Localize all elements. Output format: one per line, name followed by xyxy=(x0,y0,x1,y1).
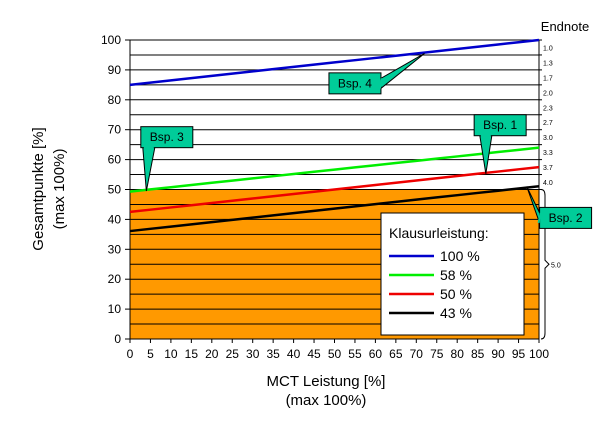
x-tick-label: 95 xyxy=(512,347,526,361)
legend-label-0: 100 % xyxy=(440,248,480,264)
grade-label: 2.7 xyxy=(543,120,553,127)
y-tick-label: 10 xyxy=(108,302,122,316)
x-tick-label: 90 xyxy=(491,347,505,361)
y-tick-label: 90 xyxy=(108,63,122,77)
legend-layer: Klausurleistung: 100 % 58 % 50 % 43 % xyxy=(380,212,525,336)
x-tick-label: 10 xyxy=(164,347,178,361)
y-axis-subtitle: (max 100%) xyxy=(51,149,68,230)
x-tick-label: 35 xyxy=(266,347,280,361)
grade-label: 2.3 xyxy=(543,105,553,112)
callout-box xyxy=(473,114,527,137)
callout-label: Bsp. 1 xyxy=(483,118,517,132)
y-tick-label: 100 xyxy=(101,33,121,47)
y-tick-label: 70 xyxy=(108,123,122,137)
callout-label: Bsp. 4 xyxy=(338,76,372,90)
y-tick-label: 40 xyxy=(108,212,122,226)
callout-label: Bsp. 2 xyxy=(549,211,583,225)
callout-join xyxy=(537,212,542,224)
series-line-1 xyxy=(129,146,540,193)
x-tick-label: 75 xyxy=(430,347,444,361)
y-axis-title: Gesamtpunkte [%] xyxy=(30,127,47,250)
legend-label-3: 43 % xyxy=(440,305,472,321)
y-tick-label: 30 xyxy=(108,242,122,256)
grade-scale-title: Endnote xyxy=(541,19,589,34)
grade-label: 2.0 xyxy=(543,90,553,97)
series-line-0 xyxy=(129,38,540,87)
x-tick-label: 20 xyxy=(205,347,219,361)
x-tick-label: 100 xyxy=(529,347,549,361)
grade-label: 1.7 xyxy=(543,75,553,82)
grade-label: 3.3 xyxy=(543,150,553,157)
grade-label: 3.7 xyxy=(543,165,553,172)
callout-1: Bsp. 1 xyxy=(473,114,527,174)
callout-3: Bsp. 2 xyxy=(526,186,593,229)
callout-layer: Bsp. 4 Bsp. 1 Bsp. 3 Bsp. 2 xyxy=(140,53,593,229)
x-tick-label: 65 xyxy=(389,347,403,361)
legend-label-1: 58 % xyxy=(440,267,472,283)
y-tick-label: 50 xyxy=(108,183,122,197)
legend-title: Klausurleistung: xyxy=(389,225,489,241)
x-tick-label: 60 xyxy=(369,347,383,361)
series-line-2 xyxy=(129,165,540,214)
x-tick-label: 80 xyxy=(451,347,465,361)
callout-0: Bsp. 4 xyxy=(328,53,425,95)
callout-pointer xyxy=(142,147,156,192)
legend: Klausurleistung: 100 % 58 % 50 % 43 % xyxy=(380,212,525,336)
x-tick-label: 50 xyxy=(328,347,342,361)
grade-label: 1.0 xyxy=(543,45,553,52)
y-tick-label: 60 xyxy=(108,153,122,167)
x-tick-label: 15 xyxy=(185,347,199,361)
grade-label: 1.3 xyxy=(543,60,553,67)
y-tick-label: 20 xyxy=(108,272,122,286)
legend-label-2: 50 % xyxy=(440,286,472,302)
y-tick-label: 80 xyxy=(108,93,122,107)
callout-label: Bsp. 3 xyxy=(150,130,184,144)
x-axis-subtitle: (max 100%) xyxy=(286,392,367,409)
series-layer xyxy=(129,38,540,233)
grade-scale-layer: 1.0 1.3 1.7 2.0 2.3 2.7 3.0 3.3 3.7 4.0 5.0 xyxy=(539,39,561,340)
x-tick-label: 85 xyxy=(471,347,485,361)
fail-brace xyxy=(540,189,550,340)
grade-label: 4.0 xyxy=(543,180,553,187)
x-tick-label: 70 xyxy=(410,347,424,361)
x-axis-title: MCT Leistung [%] xyxy=(267,373,386,390)
callout-box xyxy=(140,126,194,149)
callout-pointer xyxy=(380,53,425,90)
grade-fail-label: 5.0 xyxy=(551,262,561,269)
series-line-3 xyxy=(129,184,540,233)
callout-join xyxy=(378,78,383,89)
callout-2: Bsp. 3 xyxy=(140,126,194,192)
x-tick-label: 25 xyxy=(226,347,240,361)
x-tick-label: 55 xyxy=(348,347,362,361)
x-tick-label: 30 xyxy=(246,347,260,361)
x-tick-label: 40 xyxy=(287,347,301,361)
y-tick-label: 0 xyxy=(114,332,121,346)
grade-label: 3.0 xyxy=(543,135,553,142)
x-tick-label: 0 xyxy=(127,347,134,361)
x-tick-label: 45 xyxy=(307,347,321,361)
x-tick-label: 5 xyxy=(147,347,154,361)
